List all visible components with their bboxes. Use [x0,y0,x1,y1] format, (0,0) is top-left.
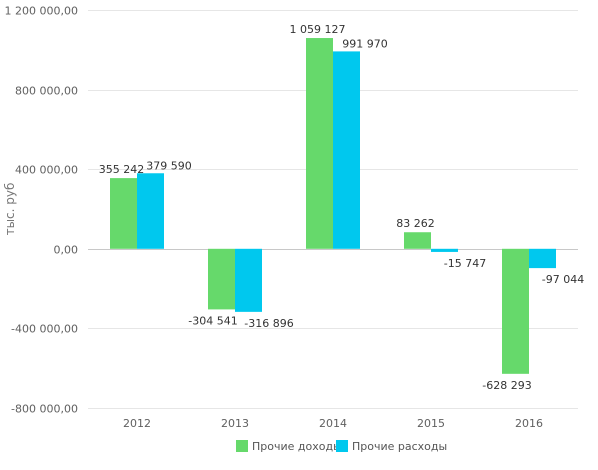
bar [137,173,164,249]
y-tick-label: -800 000,00 [11,403,78,416]
data-labels: 355 242 379 590 -304 541 -316 896 1 059 1279… [99,23,584,392]
legend-label: Прочие доходы [252,440,342,453]
x-tick-label: 2014 [319,417,347,430]
data-label: 355 242 [99,163,145,176]
legend-swatch [236,440,248,452]
data-label: 991 970 [342,37,388,50]
bar [208,248,235,310]
legend-label: Прочие расходы [352,440,447,453]
bars [110,38,556,374]
y-axis-ticks: -800 000,00 -400 000,00 0,00 400 000,00 800 … [5,5,78,416]
legend-swatch [336,440,348,452]
bar [110,178,137,249]
y-tick-label: -400 000,00 [11,323,78,336]
y-tick-label: 400 000,00 [15,164,78,177]
data-label: -97 044 [542,273,584,286]
data-label: -316 896 [244,317,293,330]
data-label: -628 293 [482,379,531,392]
bar [404,232,431,249]
y-tick-label: 0,00 [54,244,79,257]
x-tick-label: 2015 [417,417,445,430]
data-label: 83 262 [396,217,435,230]
x-tick-label: 2012 [123,417,151,430]
bar [431,248,458,252]
legend: Прочие доходы Прочие расходы [236,440,447,453]
data-label: 379 590 [146,159,192,172]
x-tick-label: 2013 [221,417,249,430]
y-tick-label: 800 000,00 [15,85,78,98]
x-axis-ticks: 2012 2013 2014 2015 2016 [123,417,543,430]
x-tick-label: 2016 [515,417,543,430]
y-axis-label: тыс. руб [3,183,17,236]
data-label: -304 541 [188,314,237,327]
bar [306,38,333,249]
bar [529,248,556,269]
bar [502,248,529,374]
y-tick-label: 1 200 000,00 [5,5,78,18]
bar [235,248,262,312]
data-label: 1 059 127 [290,23,346,36]
bar [333,51,360,249]
data-label: -15 747 [444,257,486,270]
